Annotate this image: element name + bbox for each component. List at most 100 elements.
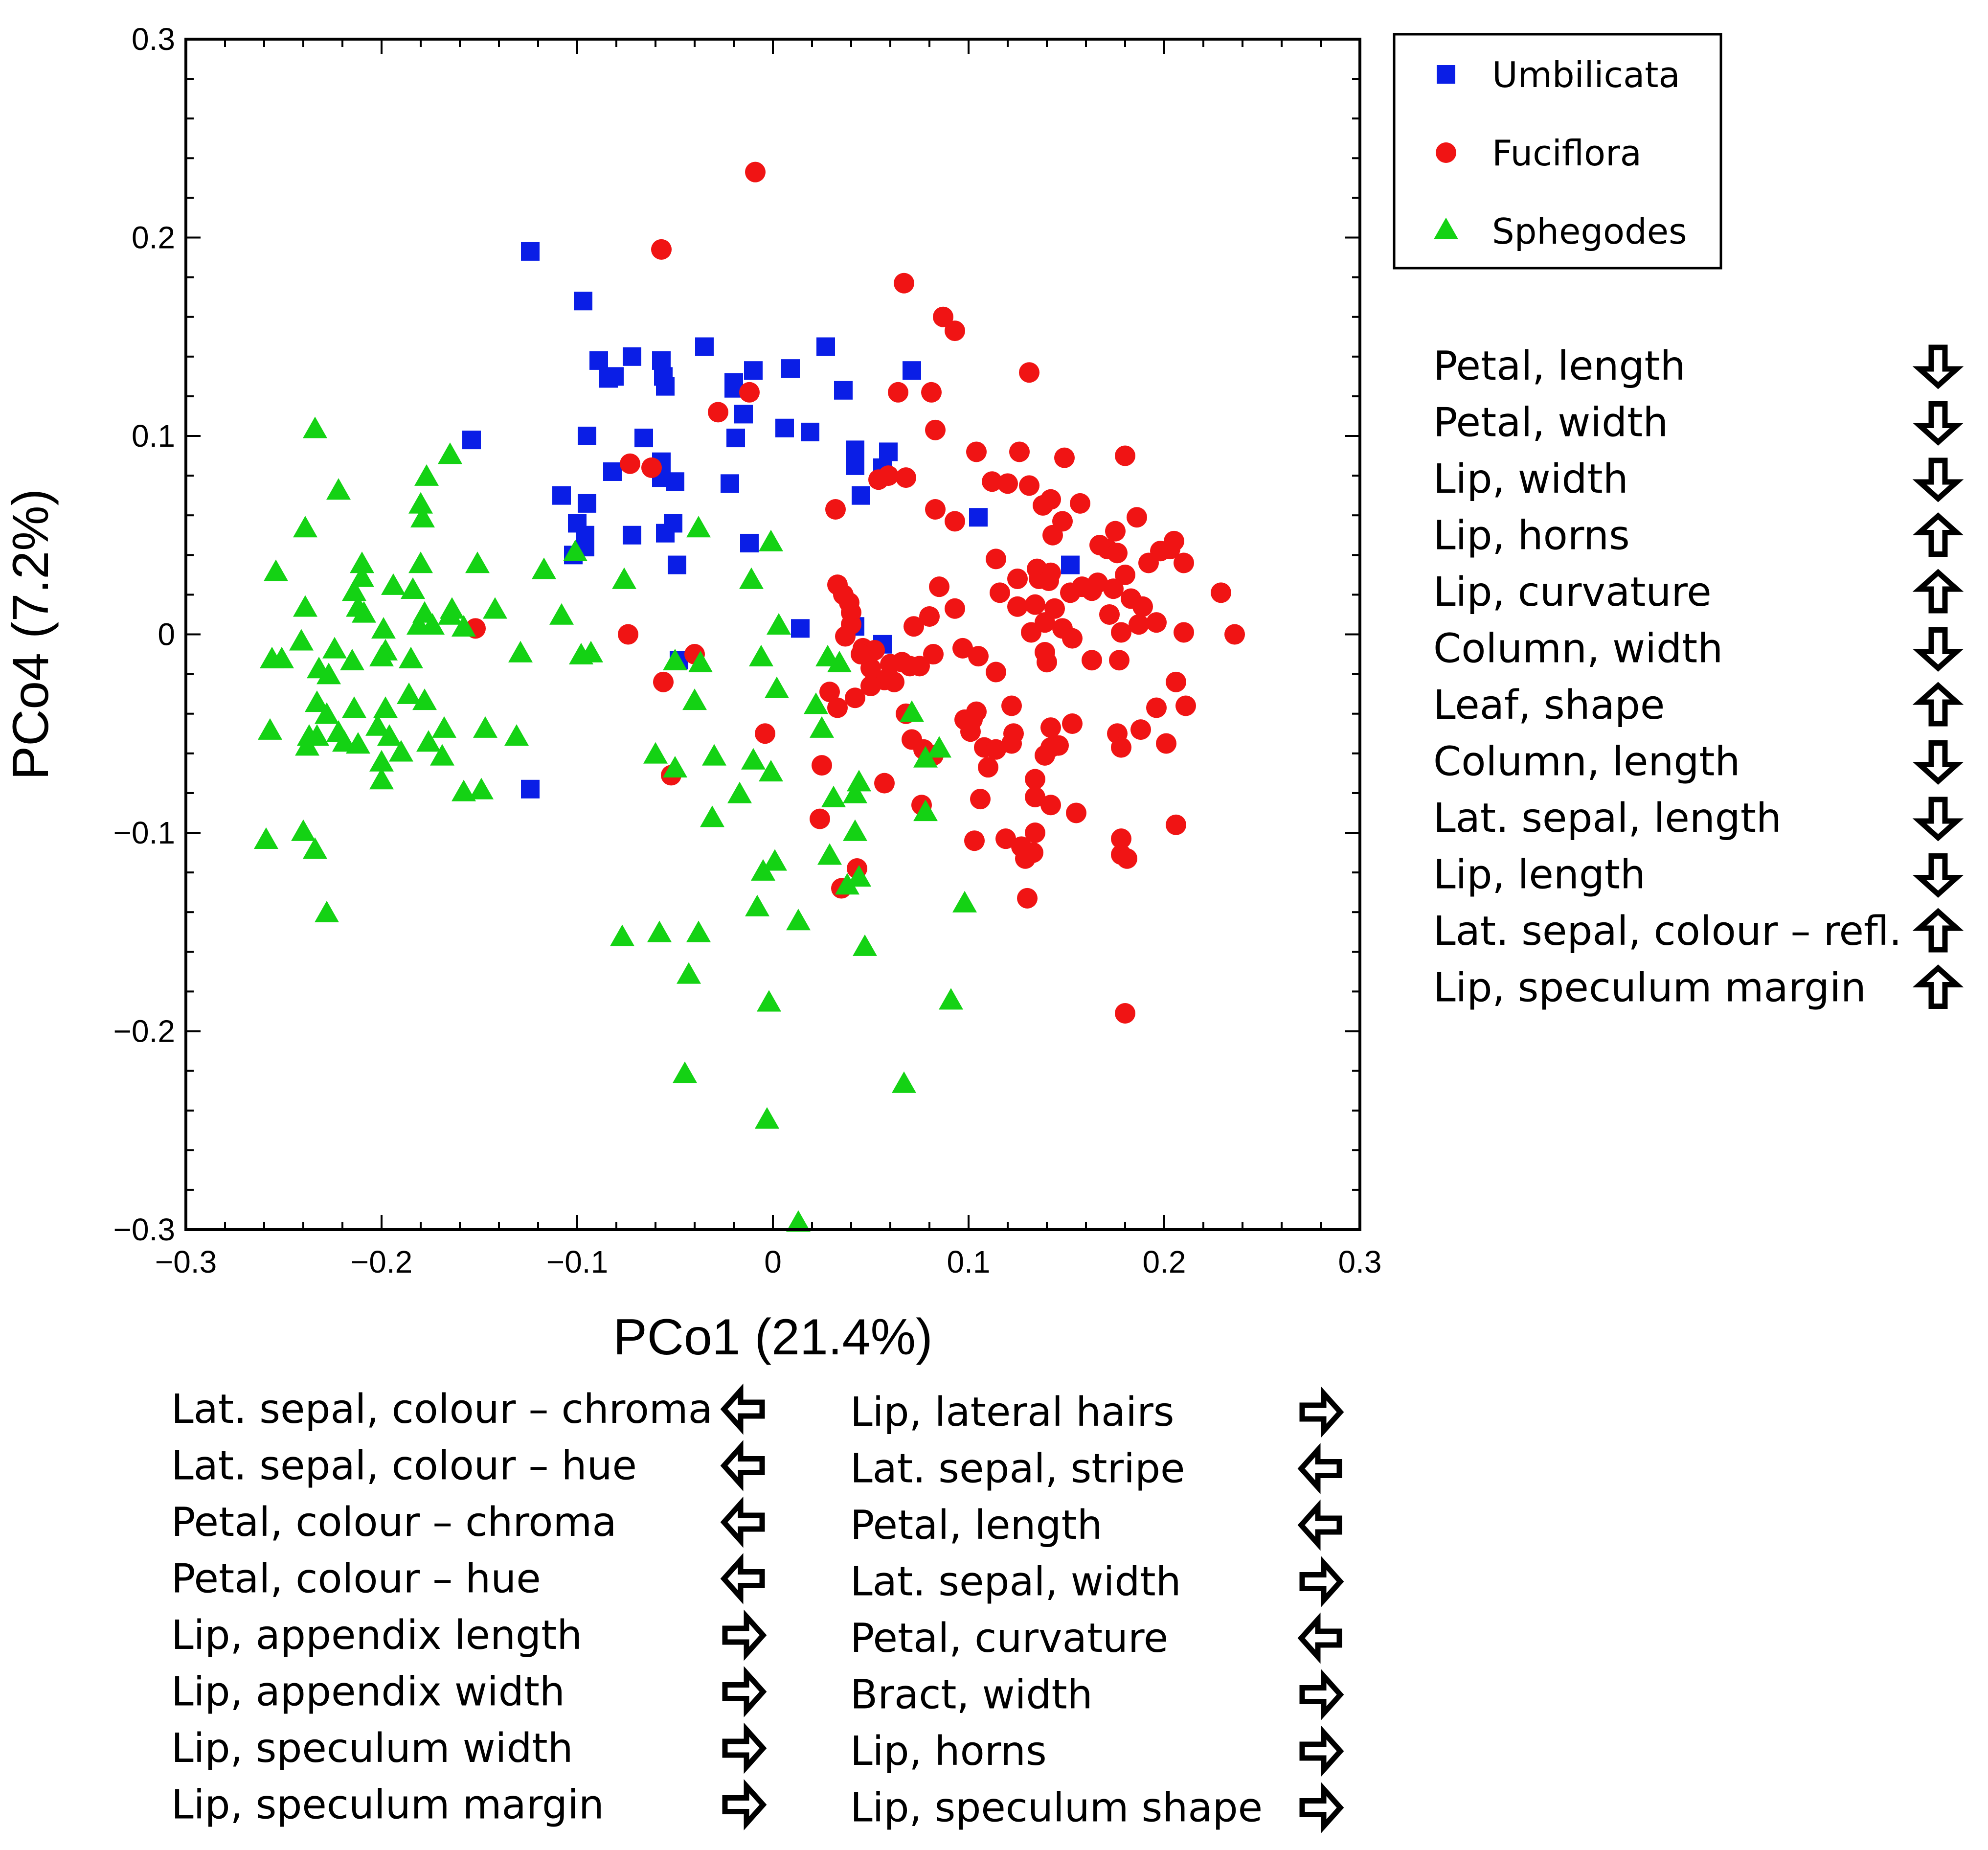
point-sphegodes <box>408 551 433 573</box>
point-umbilicata <box>846 440 864 459</box>
point-sphegodes <box>727 781 752 803</box>
right-variable-label: Column, width <box>1433 626 1723 672</box>
point-fuciflora <box>1138 552 1159 573</box>
plot-frame <box>184 38 1361 1231</box>
point-sphegodes <box>643 742 668 764</box>
bottom-left-variable-label: Lip, appendix length <box>171 1612 582 1659</box>
point-fuciflora <box>1025 787 1045 808</box>
point-fuciflora <box>653 671 674 692</box>
point-umbilicata <box>781 359 800 378</box>
bottom-right-variable-label: Petal, length <box>850 1502 1103 1549</box>
point-sphegodes <box>892 1071 916 1093</box>
point-fuciflora <box>1039 571 1059 592</box>
point-umbilicata <box>623 525 641 545</box>
bottom-right-variable-label: Bract, width <box>850 1672 1093 1718</box>
right-variable-label: Lat. sepal, colour – refl. <box>1433 908 1902 955</box>
arrow-up-icon <box>1912 682 1964 727</box>
y-tick-label: 0.3 <box>132 22 175 57</box>
point-umbilicata <box>791 619 810 638</box>
arrow-down-icon <box>1912 797 1964 842</box>
point-fuciflora <box>1111 622 1131 643</box>
y-tick-label: 0.1 <box>132 418 175 454</box>
point-sphegodes <box>663 648 687 670</box>
point-umbilicata <box>666 472 684 491</box>
point-sphegodes <box>315 702 339 724</box>
arrow-down-icon <box>1912 344 1964 389</box>
right-variable-label: Lip, length <box>1433 852 1646 898</box>
arrow-right-icon <box>722 1666 767 1717</box>
point-fuciflora <box>819 682 840 703</box>
point-fuciflora <box>1042 525 1063 546</box>
legend-label-fuciflora: Fuciflora <box>1492 133 1642 174</box>
point-sphegodes <box>688 651 713 673</box>
arrow-down-icon <box>1912 853 1964 898</box>
point-fuciflora <box>1009 441 1030 462</box>
point-fuciflora <box>1146 697 1167 718</box>
point-umbilicata <box>656 524 675 543</box>
point-fuciflora <box>1007 596 1028 617</box>
point-sphegodes <box>508 640 533 662</box>
point-sphegodes <box>408 492 433 514</box>
y-tick-label: 0 <box>158 617 175 652</box>
point-umbilicata <box>834 381 853 400</box>
point-fuciflora <box>900 656 920 677</box>
point-fuciflora <box>1033 495 1053 516</box>
point-sphegodes <box>913 746 938 768</box>
point-umbilicata <box>589 351 608 370</box>
point-sphegodes <box>759 760 783 782</box>
bottom-left-variable-label: Lip, speculum width <box>171 1725 573 1772</box>
point-fuciflora <box>1040 717 1061 738</box>
point-sphegodes <box>755 1107 779 1129</box>
point-fuciflora <box>1035 745 1055 766</box>
point-sphegodes <box>700 805 724 827</box>
legend: Umbilicata Fuciflora Sphegodes <box>1393 33 1722 270</box>
point-fuciflora <box>1025 822 1045 843</box>
data-points <box>254 161 1245 1232</box>
point-sphegodes <box>745 894 769 916</box>
point-sphegodes <box>410 506 435 528</box>
point-umbilicata <box>744 361 763 380</box>
arrow-left-icon <box>1297 1499 1342 1551</box>
point-fuciflora <box>1224 624 1245 645</box>
point-sphegodes <box>438 442 462 464</box>
point-sphegodes <box>843 781 867 803</box>
point-sphegodes <box>350 565 374 587</box>
point-fuciflora <box>1129 614 1149 635</box>
point-fuciflora <box>1037 652 1057 673</box>
arrow-right-icon <box>1299 1556 1344 1607</box>
point-sphegodes <box>258 718 282 740</box>
point-fuciflora <box>995 828 1016 849</box>
series-umbilicata <box>462 242 1080 799</box>
point-fuciflora <box>1115 1003 1135 1024</box>
point-sphegodes <box>430 744 454 766</box>
arrow-right-icon <box>1299 1782 1344 1833</box>
point-fuciflora <box>835 626 856 647</box>
bottom-right-variable-label: Lip, speculum shape <box>850 1785 1263 1831</box>
point-fuciflora <box>929 576 949 597</box>
point-umbilicata <box>574 292 592 311</box>
point-fuciflora <box>1066 802 1086 823</box>
point-sphegodes <box>340 648 364 670</box>
arrow-left-icon <box>720 1440 765 1491</box>
arrow-right-icon <box>722 1722 767 1774</box>
point-sphegodes <box>369 644 394 666</box>
point-sphegodes <box>532 557 556 579</box>
bottom-right-variable-label: Lip, lateral hairs <box>850 1389 1175 1436</box>
point-fuciflora <box>896 467 916 488</box>
point-fuciflora <box>1130 719 1151 740</box>
point-sphegodes <box>452 615 476 637</box>
point-umbilicata <box>521 779 540 799</box>
point-sphegodes <box>913 799 938 822</box>
right-variable-label: Lip, curvature <box>1433 569 1712 616</box>
right-variable-label: Lip, horns <box>1433 513 1630 559</box>
point-sphegodes <box>647 920 672 942</box>
point-sphegodes <box>610 924 634 946</box>
point-sphegodes <box>952 891 977 913</box>
point-sphegodes <box>821 785 846 807</box>
point-fuciflora <box>964 830 985 851</box>
point-fuciflora <box>618 624 638 645</box>
point-fuciflora <box>1175 695 1196 716</box>
point-fuciflora <box>1001 733 1022 754</box>
arrow-up-icon <box>1912 964 1964 1009</box>
